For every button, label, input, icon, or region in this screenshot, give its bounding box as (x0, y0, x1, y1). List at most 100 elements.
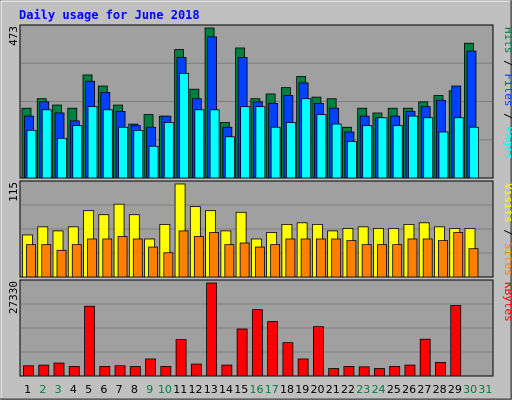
bar-sites-day-14 (224, 244, 235, 278)
bar-kbytes-day-9 (145, 358, 156, 377)
panel-visits-sites: 115 Visits / Sites (7, 180, 512, 278)
bar-sites-day-16 (254, 246, 265, 278)
bar-pages-day-27 (423, 117, 434, 179)
bar-pages-day-7 (118, 126, 128, 179)
bar-kbytes-day-15 (236, 328, 248, 377)
bar-sites-day-3 (56, 249, 67, 278)
legend-label: Files (502, 73, 512, 106)
bar-sites-day-24 (377, 244, 387, 278)
bar-pages-day-20 (316, 114, 327, 179)
bar-sites-day-28 (438, 240, 448, 278)
chart-title: Daily usage for June 2018 (19, 8, 200, 22)
bar-kbytes-day-19 (297, 358, 309, 377)
bar-sites-day-23 (361, 244, 372, 278)
bar-sites-day-2 (41, 244, 52, 278)
bar-sites-day-4 (71, 244, 82, 278)
panels-group: 473 Hits / Files / Pages 115 Visits / Sites… (7, 24, 512, 377)
day-label-27: 27 (417, 383, 431, 396)
legend-label: / (502, 107, 512, 127)
bar-sites-day-8 (132, 238, 143, 278)
y-max-label: 115 (7, 182, 20, 202)
bar-pages-day-29 (453, 117, 464, 179)
bar-sites-day-19 (300, 238, 311, 278)
bar-pages-day-9 (148, 145, 159, 179)
bar-pages-day-30 (469, 126, 479, 179)
bar-pages-day-4 (72, 125, 83, 179)
bar-kbytes-day-2 (38, 364, 50, 377)
day-label-28: 28 (433, 383, 447, 396)
bar-kbytes-day-12 (190, 363, 202, 377)
bar-sites-day-11 (178, 230, 189, 278)
bar-kbytes-day-13 (206, 282, 217, 377)
bar-pages-day-18 (285, 122, 296, 179)
bar-sites-day-15 (239, 242, 250, 278)
bar-kbytes-day-14 (221, 364, 233, 377)
day-label-16: 16 (250, 383, 264, 396)
bar-pages-day-16 (255, 106, 266, 179)
bar-pages-day-26 (408, 115, 418, 179)
day-label-10: 10 (158, 383, 172, 396)
day-label-25: 25 (387, 383, 401, 396)
day-label-11: 11 (173, 383, 187, 396)
day-label-8: 8 (131, 383, 138, 396)
bar-sites-day-5 (87, 238, 97, 278)
bar-kbytes-day-27 (419, 338, 431, 377)
day-label-18: 18 (280, 383, 294, 396)
day-label-20: 20 (311, 383, 325, 396)
bar-sites-day-12 (193, 236, 204, 278)
bar-pages-day-11 (179, 72, 189, 179)
bar-kbytes-day-21 (328, 368, 340, 377)
bar-kbytes-day-29 (450, 305, 462, 377)
bar-kbytes-day-20 (313, 326, 324, 377)
right-legend: Hits / Files / Pages (502, 27, 512, 160)
bar-sites-day-6 (102, 238, 113, 278)
bar-kbytes-day-10 (160, 366, 172, 377)
bar-kbytes-day-18 (282, 342, 294, 377)
bar-pages-day-28 (438, 131, 449, 179)
day-label-12: 12 (188, 383, 202, 396)
bar-pages-day-5 (87, 106, 98, 179)
y-max-label: 473 (7, 26, 20, 46)
day-label-21: 21 (326, 383, 340, 396)
day-label-15: 15 (234, 383, 248, 396)
legend-label: / (502, 54, 512, 74)
day-label-1: 1 (24, 383, 31, 396)
series-pages (26, 72, 479, 179)
bar-sites-day-26 (407, 238, 418, 278)
bar-sites-day-20 (316, 238, 326, 278)
bar-kbytes-day-1 (23, 365, 34, 377)
day-labels-group: 1 2 3 4 5 6 7 8 9 10 11 12 13 14 15 16 17 18 19 20 21 22 23 24 2… (24, 383, 492, 396)
bar-sites-day-18 (285, 238, 296, 278)
bar-pages-day-24 (377, 117, 388, 179)
day-label-7: 7 (116, 383, 123, 396)
bar-kbytes-day-5 (84, 305, 95, 377)
right-legend: Visits / Sites (502, 183, 512, 276)
bar-pages-day-15 (240, 106, 251, 179)
bar-pages-day-25 (392, 125, 403, 179)
bar-sites-day-13 (209, 232, 219, 278)
bar-kbytes-day-4 (68, 366, 80, 377)
bar-sites-day-27 (422, 238, 433, 278)
bar-pages-day-8 (133, 130, 144, 179)
day-label-23: 23 (356, 383, 370, 396)
day-label-6: 6 (100, 383, 107, 396)
bar-kbytes-day-24 (374, 368, 385, 377)
bar-kbytes-day-7 (114, 365, 126, 377)
panel-kbytes: 27330 KBytes (7, 279, 512, 377)
bar-pages-day-22 (347, 141, 357, 179)
bar-kbytes-day-8 (129, 366, 141, 377)
bar-pages-day-2 (41, 109, 52, 179)
bar-sites-day-29 (453, 232, 464, 278)
bar-pages-day-19 (301, 98, 312, 179)
day-label-24: 24 (372, 383, 386, 396)
bar-pages-day-6 (102, 109, 113, 179)
bar-kbytes-day-25 (389, 366, 401, 377)
day-label-4: 4 (70, 383, 77, 396)
bar-pages-day-12 (194, 109, 205, 179)
bar-sites-day-10 (163, 252, 174, 278)
panel-hits-files-pages: 473 Hits / Files / Pages (7, 24, 512, 179)
series-kbytes (23, 282, 462, 377)
bar-kbytes-day-23 (358, 366, 370, 377)
legend-label: Visits (502, 183, 512, 223)
bar-pages-day-17 (270, 126, 281, 179)
